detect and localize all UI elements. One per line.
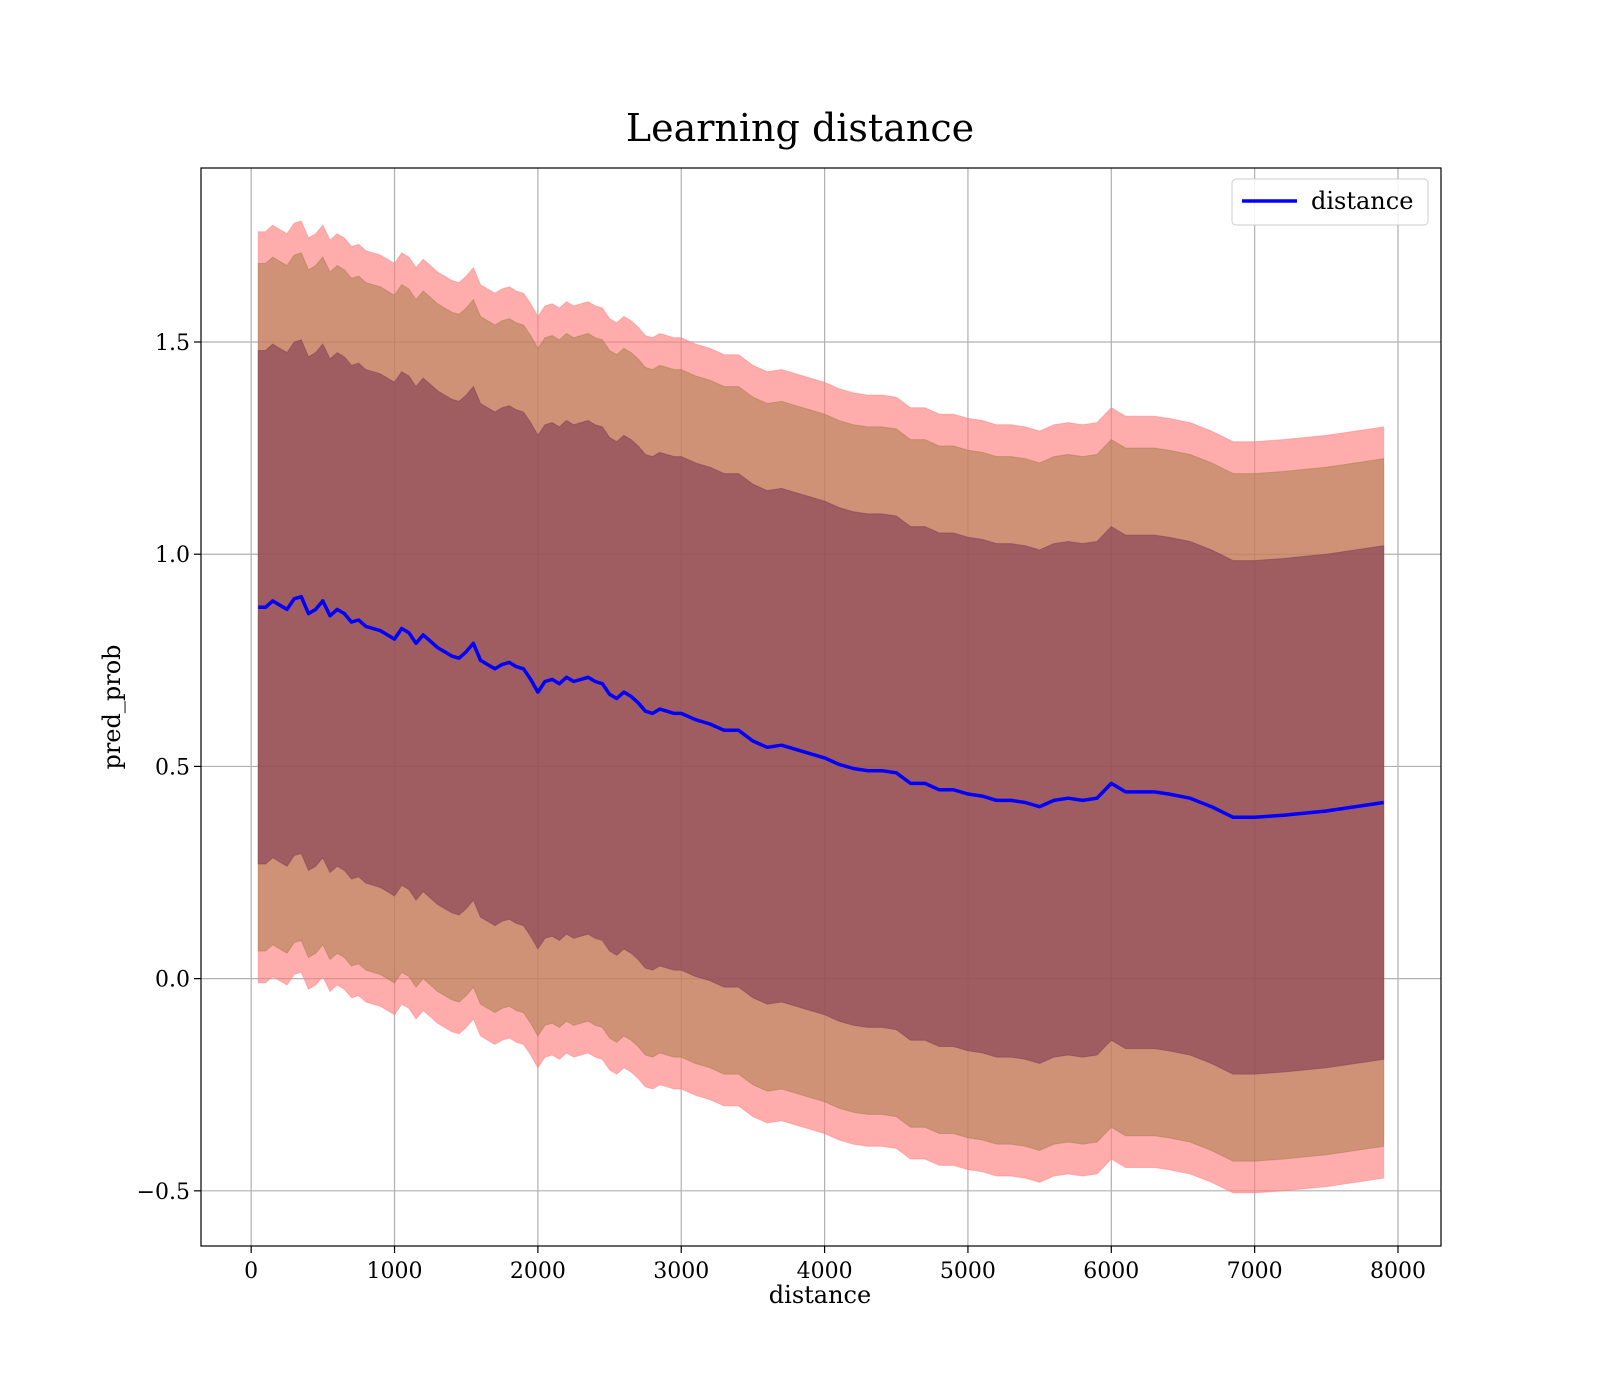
- y-tick-label: 1.5: [155, 331, 190, 356]
- x-tick-label: 5000: [940, 1259, 996, 1284]
- x-tick-label: 8000: [1370, 1259, 1426, 1284]
- y-axis-label: pred_prob: [98, 644, 126, 769]
- y-tick-label: −0.5: [137, 1180, 190, 1205]
- inner-band: [257, 339, 1385, 1075]
- x-axis-label: distance: [769, 1281, 871, 1309]
- y-tick-label: 0.5: [155, 755, 190, 780]
- x-tick-label: 1000: [367, 1259, 423, 1284]
- x-tick-label: 3000: [653, 1259, 709, 1284]
- x-tick-label: 7000: [1227, 1259, 1283, 1284]
- legend-label: distance: [1311, 187, 1413, 215]
- series-line-distance: [258, 594, 1384, 820]
- y-tick-label: 1.0: [155, 543, 190, 568]
- y-axis-ticks: −0.5 0.0 0.5 1.0 1.5: [137, 331, 201, 1205]
- x-tick-label: 0: [244, 1259, 258, 1284]
- x-axis-ticks: 0 1000 2000 3000 4000 5000 6000 7000 8000: [244, 1246, 1426, 1284]
- series-lines: [258, 594, 1384, 820]
- x-tick-label: 4000: [797, 1259, 853, 1284]
- x-tick-label: 6000: [1083, 1259, 1139, 1284]
- legend: distance: [1231, 178, 1429, 226]
- plot-frame: [200, 167, 1442, 1247]
- chart-title: Learning distance: [626, 106, 974, 150]
- y-tick-label: 0.0: [155, 968, 190, 993]
- legend-box: [1231, 178, 1429, 226]
- x-tick-label: 2000: [510, 1259, 566, 1284]
- confidence-bands: [257, 220, 1385, 1194]
